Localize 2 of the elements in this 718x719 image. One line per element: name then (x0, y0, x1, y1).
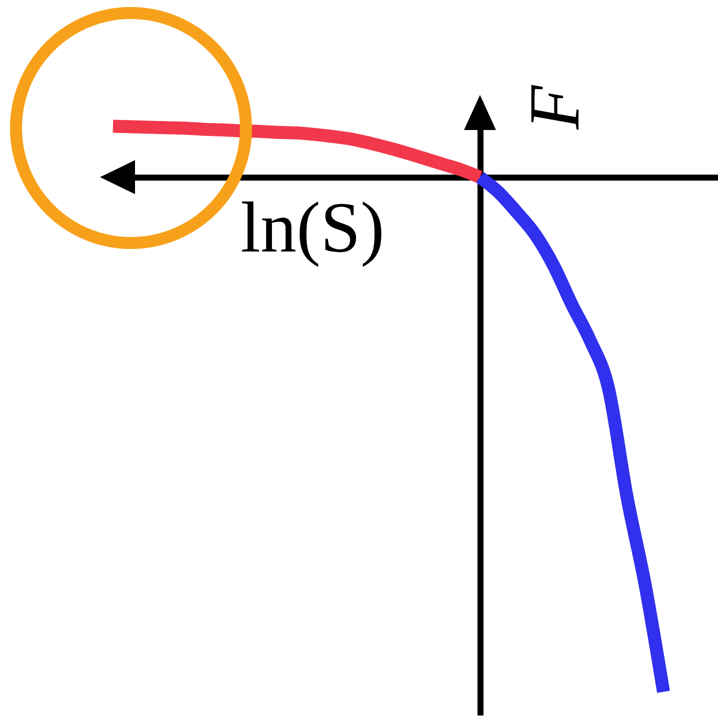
x-axis-title: ln(S) (240, 188, 384, 268)
y-axis-title: F (514, 84, 594, 130)
